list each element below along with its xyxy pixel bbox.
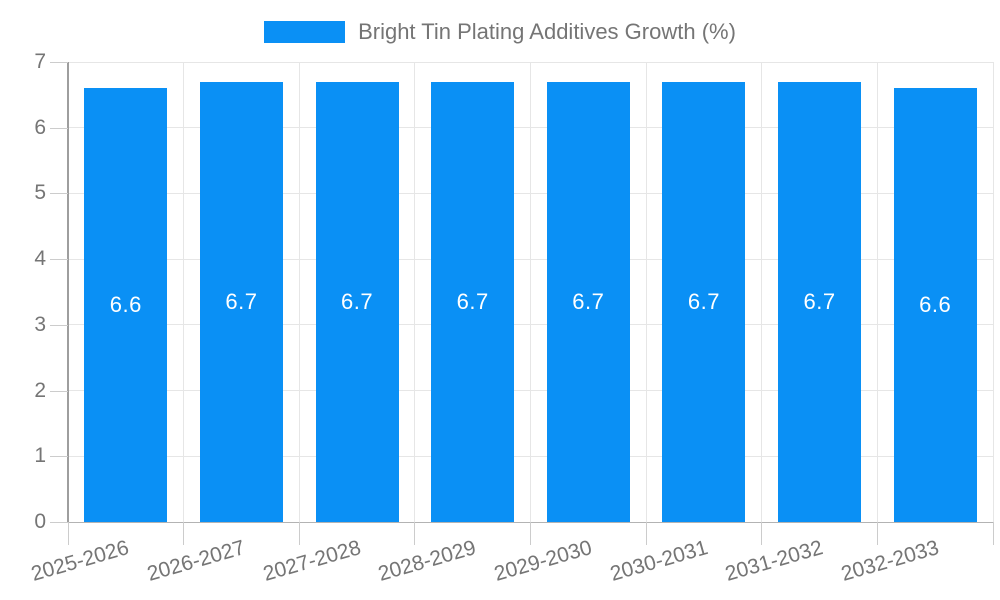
bar-value-label: 6.7 [225,288,258,314]
bar[interactable]: 6.7 [315,81,399,522]
x-tick-mark [414,522,416,545]
x-tick-mark [183,522,185,545]
x-tick-mark [298,522,300,545]
y-axis-tick-label: 6 [34,115,46,139]
bar[interactable]: 6.6 [84,88,168,522]
x-axis-tick-label: 2025-2026 [28,536,132,586]
x-tick-mark [645,522,647,545]
x-gridline [876,62,878,522]
x-tick-mark [876,522,878,545]
legend[interactable]: Bright Tin Plating Additives Growth (%) [0,17,1000,47]
bar-value-label: 6.7 [341,288,374,314]
y-axis-tick-label: 1 [34,444,46,468]
x-gridline [183,62,185,522]
x-axis-tick-label: 2032-2033 [838,536,942,586]
y-axis-tick-label: 2 [34,378,46,402]
bar-value-label: 6.7 [456,288,489,314]
bar[interactable]: 6.7 [546,81,630,522]
y-axis-tick-label: 0 [34,510,46,533]
x-tick-mark [67,522,69,545]
x-axis-tick-label: 2028-2029 [375,536,479,586]
y-tick-mark [50,259,68,261]
y-tick-mark [50,522,68,523]
x-axis-tick-label: 2030-2031 [607,536,711,586]
x-gridline [414,62,416,522]
y-tick-mark [50,193,68,195]
x-axis-tick-label: 2026-2027 [144,536,248,586]
legend-label: Bright Tin Plating Additives Growth (%) [358,19,736,44]
bar-value-label: 6.7 [803,288,836,314]
x-gridline [761,62,763,522]
y-axis-line [67,62,69,522]
bar-value-label: 6.7 [572,288,605,314]
x-gridline [645,62,647,522]
bar[interactable]: 6.6 [893,88,977,522]
bar[interactable]: 6.7 [431,81,515,522]
bar-value-label: 6.7 [687,288,720,314]
y-tick-mark [50,390,68,392]
bar[interactable]: 6.7 [662,81,746,522]
bar[interactable]: 6.7 [778,81,862,522]
y-axis-tick-label: 4 [34,247,46,271]
x-tick-mark [530,522,531,545]
x-axis-tick-label: 2029-2030 [491,536,595,586]
legend-swatch [264,21,346,43]
x-axis-tick-label: 2027-2028 [260,536,364,586]
y-tick-mark [50,456,68,458]
y-tick-mark [50,324,68,326]
x-tick-mark [992,522,994,545]
x-gridline [298,62,300,522]
bar-value-label: 6.6 [919,292,952,318]
plot-area: 6.6 6.7 6.7 6.7 6.7 6.7 6.7 6.6 [67,61,994,523]
y-tick-mark [50,127,68,129]
x-axis-tick-label: 2031-2032 [722,536,826,586]
y-tick-mark [50,62,68,63]
bar-value-label: 6.6 [109,292,142,318]
x-tick-mark [761,522,763,545]
y-axis-tick-label: 5 [34,181,46,205]
x-gridline [530,62,531,522]
x-gridline [992,62,994,522]
y-axis-tick-label: 7 [34,50,46,73]
y-axis-tick-label: 3 [34,312,46,336]
bar[interactable]: 6.7 [199,81,283,522]
